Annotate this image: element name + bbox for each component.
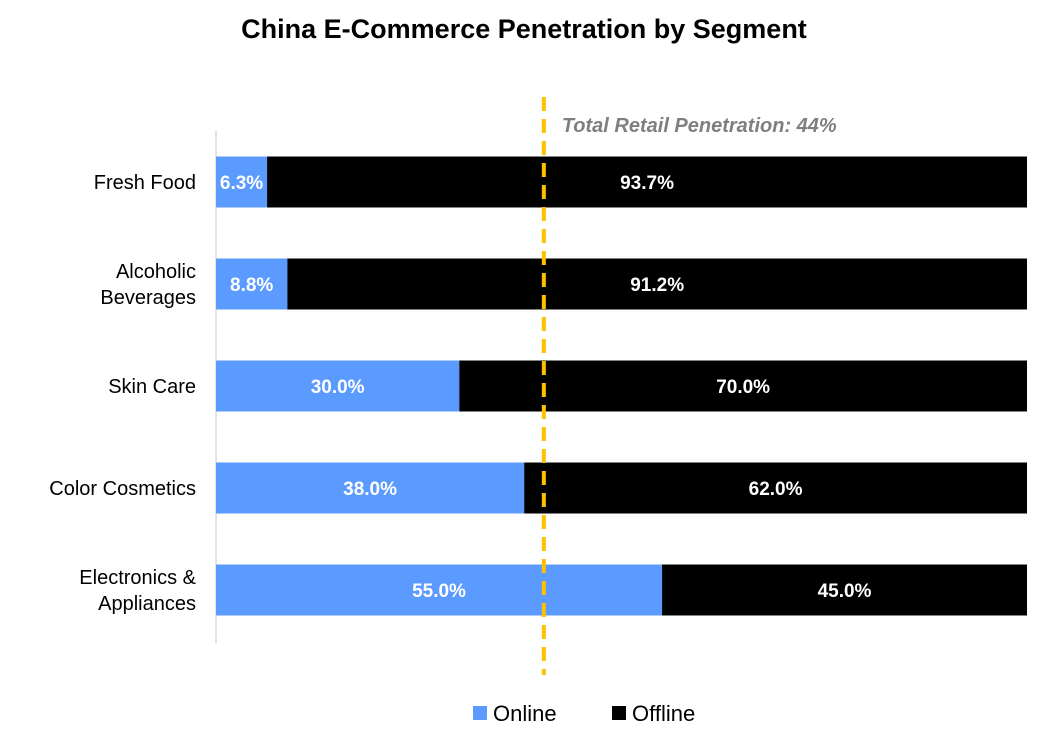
- category-label-3: Color Cosmetics: [49, 478, 196, 500]
- chart-title: China E-Commerce Penetration by Segment: [241, 14, 807, 44]
- bar-offline-0: [267, 156, 1027, 208]
- data-label-offline-3: 62.0%: [749, 479, 803, 500]
- category-label-2: Skin Care: [108, 376, 196, 398]
- data-label-offline-0: 93.7%: [620, 173, 674, 194]
- bars-layer: 6.3% 93.7% Fresh Food 8.8% 91.2% Alcoholic Bev…: [49, 156, 1027, 616]
- bar-offline-3: [524, 462, 1027, 514]
- legend-label-offline: Offline: [632, 701, 695, 726]
- data-label-offline-1: 91.2%: [630, 275, 684, 296]
- data-label-online-1: 8.8%: [230, 275, 273, 296]
- bar-online-2: [216, 360, 460, 412]
- data-label-online-2: 30.0%: [311, 377, 365, 398]
- data-label-online-0: 6.3%: [220, 173, 263, 194]
- data-label-online-4: 55.0%: [412, 581, 466, 602]
- legend-label-online: Online: [493, 701, 557, 726]
- bar-offline-2: [459, 360, 1027, 412]
- bar-online-0: [216, 156, 268, 208]
- bar-online-4: [216, 564, 663, 616]
- bar-offline-1: [287, 258, 1027, 310]
- bar-online-1: [216, 258, 288, 310]
- category-label-1-line-1: Beverages: [100, 287, 196, 309]
- reference-line-label: Total Retail Penetration: 44%: [562, 115, 837, 137]
- category-label-1-line-0: Alcoholic: [116, 261, 196, 283]
- data-label-online-3: 38.0%: [343, 479, 397, 500]
- data-label-offline-2: 70.0%: [716, 377, 770, 398]
- legend-swatch-offline: [612, 706, 626, 720]
- category-label-4-line-0: Electronics &: [79, 567, 196, 589]
- bar-offline-4: [662, 564, 1027, 616]
- bar-online-3: [216, 462, 525, 514]
- data-label-offline-4: 45.0%: [818, 581, 872, 602]
- legend: Online Offline: [473, 701, 695, 726]
- category-label-4-line-1: Appliances: [98, 593, 196, 615]
- legend-swatch-online: [473, 706, 487, 720]
- category-label-0: Fresh Food: [94, 172, 196, 194]
